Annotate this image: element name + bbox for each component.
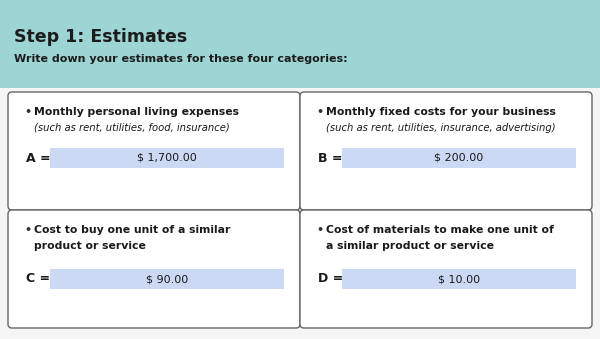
FancyBboxPatch shape	[8, 92, 300, 210]
Text: (such as rent, utilities, food, insurance): (such as rent, utilities, food, insuranc…	[34, 123, 230, 133]
FancyBboxPatch shape	[0, 0, 600, 88]
Text: Step 1: Estimates: Step 1: Estimates	[14, 28, 187, 46]
FancyBboxPatch shape	[342, 269, 576, 289]
Text: Cost to buy one unit of a similar: Cost to buy one unit of a similar	[34, 225, 230, 235]
Text: •: •	[316, 107, 323, 117]
Text: D =: D =	[318, 273, 343, 285]
Text: $ 90.00: $ 90.00	[146, 274, 188, 284]
Text: C =: C =	[26, 273, 50, 285]
Text: $ 10.00: $ 10.00	[438, 274, 480, 284]
Text: A =: A =	[26, 152, 50, 164]
Text: $ 200.00: $ 200.00	[434, 153, 484, 163]
Text: product or service: product or service	[34, 241, 146, 251]
Text: (such as rent, utilities, insurance, advertising): (such as rent, utilities, insurance, adv…	[326, 123, 556, 133]
Text: Cost of materials to make one unit of: Cost of materials to make one unit of	[326, 225, 554, 235]
Text: a similar product or service: a similar product or service	[326, 241, 494, 251]
FancyBboxPatch shape	[300, 210, 592, 328]
Text: Monthly personal living expenses: Monthly personal living expenses	[34, 107, 239, 117]
Text: $ 1,700.00: $ 1,700.00	[137, 153, 197, 163]
FancyBboxPatch shape	[50, 148, 284, 168]
FancyBboxPatch shape	[300, 92, 592, 210]
FancyBboxPatch shape	[50, 269, 284, 289]
Text: Write down your estimates for these four categories:: Write down your estimates for these four…	[14, 54, 347, 64]
Text: •: •	[316, 225, 323, 235]
FancyBboxPatch shape	[342, 148, 576, 168]
Text: •: •	[24, 107, 31, 117]
Text: B =: B =	[318, 152, 343, 164]
FancyBboxPatch shape	[8, 210, 300, 328]
Text: Monthly fixed costs for your business: Monthly fixed costs for your business	[326, 107, 556, 117]
Text: •: •	[24, 225, 31, 235]
